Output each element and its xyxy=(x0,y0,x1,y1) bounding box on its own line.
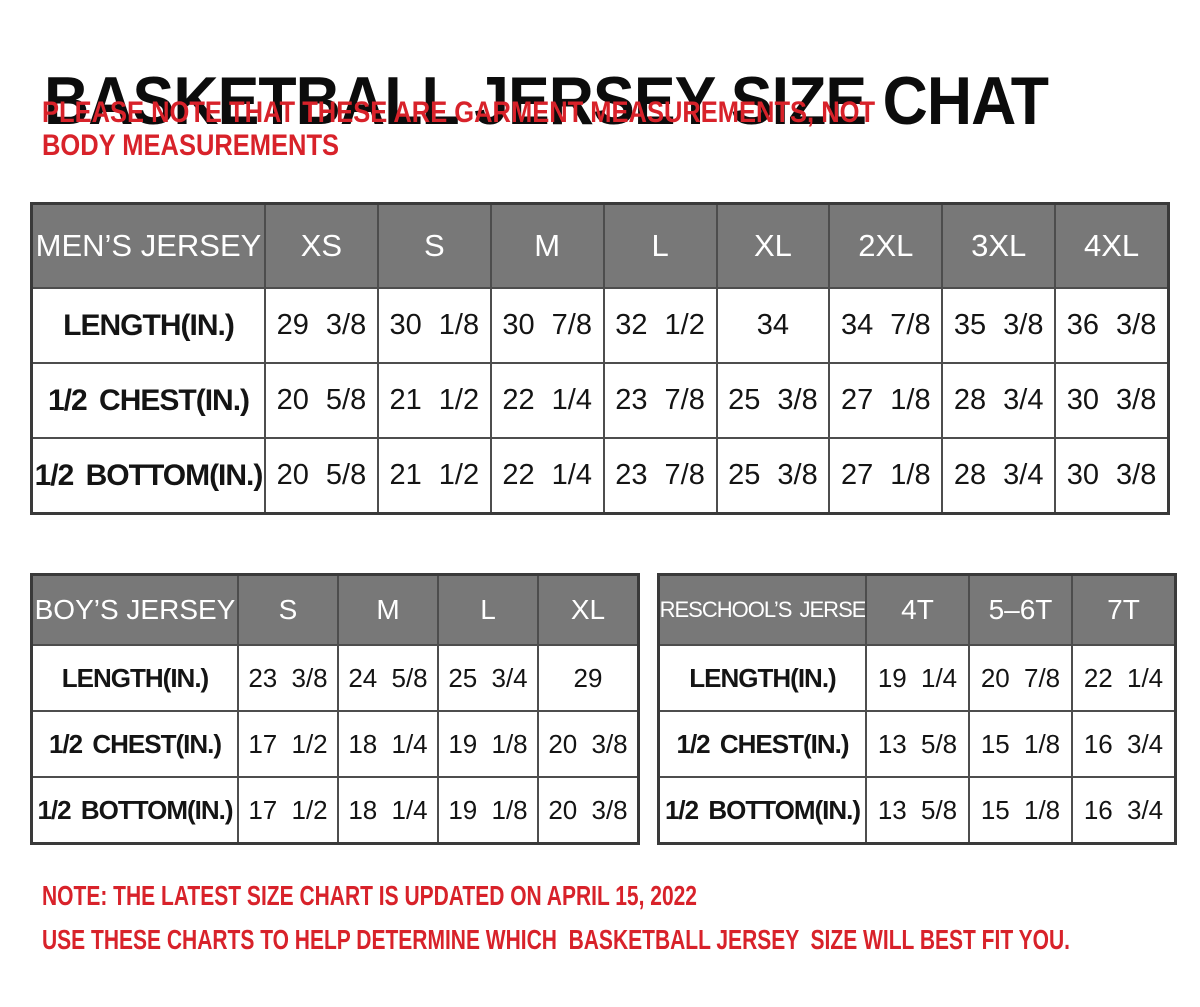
size-header-cell: XS xyxy=(266,205,377,287)
value-cell: 19 1/8 xyxy=(439,778,537,842)
size-header-cell: XL xyxy=(717,205,829,287)
value-cell: 27 1/8 xyxy=(830,364,942,437)
value-cell: 22 1/4 xyxy=(491,439,603,512)
row-label-cell: 1/2 CHEST(IN.) xyxy=(33,712,237,776)
boys-jersey-size-table: BOY’S JERSEY S M L XL LENGTH(IN.) 23 3/8 24 5/8… xyxy=(30,573,640,845)
row-label-cell: 1/2 BOTTOM(IN.) xyxy=(33,778,237,842)
garment-measurement-note: PLEASE NOTE THAT THESE ARE GARMENT MEASU… xyxy=(42,96,876,162)
value-cell: 28 3/4 xyxy=(943,364,1055,437)
size-header-cell: M xyxy=(491,205,603,287)
value-cell: 35 3/8 xyxy=(943,289,1055,362)
value-cell: 18 1/4 xyxy=(339,778,437,842)
value-cell: 17 1/2 xyxy=(239,778,337,842)
value-cell: 28 3/4 xyxy=(943,439,1055,512)
value-cell: 22 1/4 xyxy=(1073,646,1174,710)
value-cell: 17 1/2 xyxy=(239,712,337,776)
table-title-cell: PRESCHOOL’S JERSEY xyxy=(660,576,865,644)
value-cell: 16 3/4 xyxy=(1073,778,1174,842)
page-title: BASKETBALL JERSEY SIZE CHAT xyxy=(44,62,1049,139)
table-title-cell: BOY’S JERSEY xyxy=(33,576,237,644)
value-cell: 15 1/8 xyxy=(970,778,1071,842)
value-cell: 25 3/8 xyxy=(717,364,829,437)
value-cell: 20 5/8 xyxy=(266,364,377,437)
value-cell: 21 1/2 xyxy=(378,439,490,512)
value-cell: 20 3/8 xyxy=(539,778,637,842)
value-cell: 22 1/4 xyxy=(491,364,603,437)
value-cell: 34 7/8 xyxy=(830,289,942,362)
value-cell: 30 3/8 xyxy=(1056,364,1167,437)
row-label-cell: LENGTH(IN.) xyxy=(33,289,264,362)
value-cell: 36 3/8 xyxy=(1056,289,1167,362)
value-cell: 19 1/4 xyxy=(867,646,968,710)
value-cell: 27 1/8 xyxy=(830,439,942,512)
size-header-cell: XL xyxy=(539,576,637,644)
value-cell: 21 1/2 xyxy=(378,364,490,437)
row-label-cell: 1/2 CHEST(IN.) xyxy=(33,364,264,437)
size-header-cell: 2XL xyxy=(830,205,942,287)
table-title-cell: MEN’S JERSEY xyxy=(33,205,264,287)
value-cell: 20 7/8 xyxy=(970,646,1071,710)
value-cell: 20 3/8 xyxy=(539,712,637,776)
size-header-cell: S xyxy=(239,576,337,644)
value-cell: 32 1/2 xyxy=(604,289,716,362)
value-cell: 29 3/8 xyxy=(266,289,377,362)
value-cell: 20 5/8 xyxy=(266,439,377,512)
usage-note: USE THESE CHARTS TO HELP DETERMINE WHICH… xyxy=(42,924,1070,955)
size-header-cell: L xyxy=(604,205,716,287)
size-header-cell: 4XL xyxy=(1056,205,1167,287)
row-label-cell: LENGTH(IN.) xyxy=(660,646,865,710)
row-label-cell: 1/2 BOTTOM(IN.) xyxy=(660,778,865,842)
value-cell: 23 3/8 xyxy=(239,646,337,710)
update-date-note: NOTE: THE LATEST SIZE CHART IS UPDATED O… xyxy=(42,880,697,911)
value-cell: 15 1/8 xyxy=(970,712,1071,776)
value-cell: 13 5/8 xyxy=(867,778,968,842)
value-cell: 23 7/8 xyxy=(604,439,716,512)
size-header-cell: M xyxy=(339,576,437,644)
size-header-cell: 4T xyxy=(867,576,968,644)
value-cell: 25 3/8 xyxy=(717,439,829,512)
size-header-cell: L xyxy=(439,576,537,644)
size-header-cell: S xyxy=(378,205,490,287)
value-cell: 30 7/8 xyxy=(491,289,603,362)
value-cell: 29 xyxy=(539,646,637,710)
row-label-cell: LENGTH(IN.) xyxy=(33,646,237,710)
value-cell: 30 3/8 xyxy=(1056,439,1167,512)
value-cell: 25 3/4 xyxy=(439,646,537,710)
value-cell: 24 5/8 xyxy=(339,646,437,710)
value-cell: 30 1/8 xyxy=(378,289,490,362)
size-header-cell: 5–6T xyxy=(970,576,1071,644)
size-header-cell: 7T xyxy=(1073,576,1174,644)
value-cell: 34 xyxy=(717,289,829,362)
value-cell: 23 7/8 xyxy=(604,364,716,437)
mens-jersey-size-table: MEN’S JERSEY XS S M L XL 2XL 3XL 4XL LENGTH(IN.) 2… xyxy=(30,202,1170,515)
value-cell: 19 1/8 xyxy=(439,712,537,776)
value-cell: 13 5/8 xyxy=(867,712,968,776)
value-cell: 18 1/4 xyxy=(339,712,437,776)
row-label-cell: 1/2 BOTTOM(IN.) xyxy=(33,439,264,512)
row-label-cell: 1/2 CHEST(IN.) xyxy=(660,712,865,776)
size-header-cell: 3XL xyxy=(943,205,1055,287)
value-cell: 16 3/4 xyxy=(1073,712,1174,776)
